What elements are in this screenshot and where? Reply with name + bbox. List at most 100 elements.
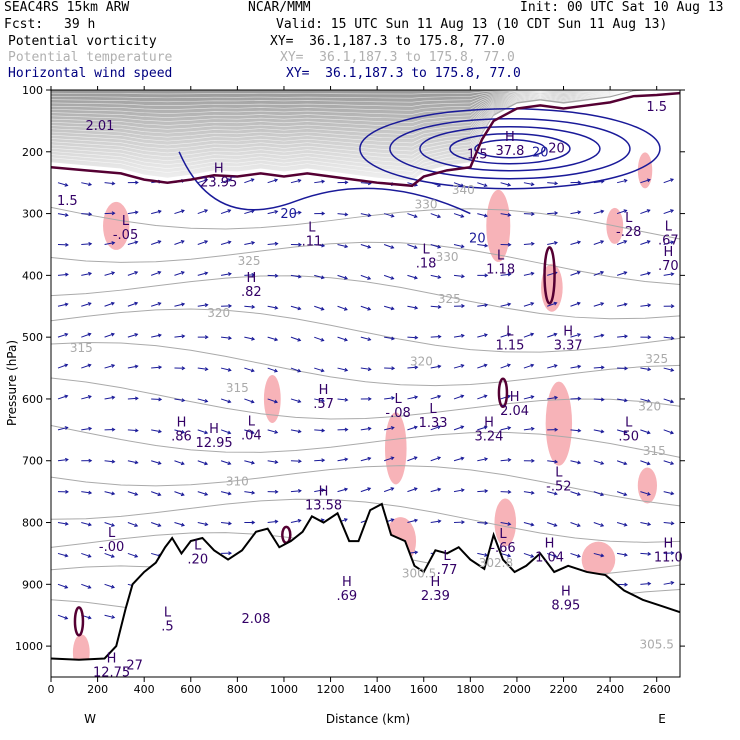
theta-label: 320: [410, 355, 433, 369]
terrain-line: [51, 502, 680, 661]
wind-vector-head: [577, 428, 582, 433]
wind-vector-head: [204, 522, 209, 527]
extremum-value: 1.18: [486, 263, 515, 278]
wind-vector: [220, 367, 231, 371]
wind-vector: [57, 273, 68, 276]
wind-vector: [430, 488, 441, 493]
wind-vector-head: [600, 333, 605, 338]
wind-vector-head: [577, 460, 582, 465]
wind-vector: [81, 491, 92, 494]
wind-vector-head: [437, 394, 442, 399]
wind-vector: [384, 397, 395, 400]
wind-vector-head: [65, 489, 69, 494]
wind-vector: [221, 522, 232, 525]
wind-vector: [500, 552, 511, 557]
wind-vector-head: [64, 363, 69, 368]
high-marker: H: [107, 651, 117, 666]
wind-vector: [220, 209, 231, 215]
wind-vector: [453, 364, 464, 369]
wind-vector-head: [554, 241, 558, 245]
wind-vector: [220, 273, 231, 276]
wind-vector-head: [204, 303, 209, 308]
wind-vector-head: [134, 270, 139, 275]
wind-vector: [523, 395, 534, 400]
wind-vector-head: [344, 275, 348, 280]
wind-vector-head: [367, 426, 372, 431]
wind-vector-head: [320, 337, 325, 342]
strat-isentrope: [51, 90, 652, 119]
wind-vector-head: [437, 244, 442, 249]
wind-vector-head: [64, 302, 69, 307]
wind-vector-head: [110, 554, 115, 558]
x-tick-label: 200: [87, 683, 108, 696]
wind-vector: [593, 460, 604, 465]
wind-vector-head: [87, 332, 92, 337]
wind-vector-head: [390, 426, 395, 430]
wind-vector-head: [507, 272, 512, 277]
wind-vector: [453, 182, 464, 187]
wind-vector: [267, 429, 278, 434]
wind-vector-head: [134, 301, 139, 306]
wind-vector: [57, 395, 68, 400]
wind-vector: [244, 274, 255, 276]
wind-vector-head: [483, 213, 488, 218]
extremum-value: .77: [437, 563, 458, 578]
extremum-value: .04: [241, 429, 262, 444]
wind-vector-head: [157, 270, 162, 275]
wind-vector: [477, 243, 488, 247]
x-axis-title: Distance (km): [326, 712, 410, 726]
extremum-value: .67: [658, 233, 679, 248]
wind-vector-head: [507, 182, 512, 187]
wind-vector: [523, 182, 534, 186]
wind-vector-head: [553, 491, 558, 496]
extremum-value: .86: [171, 429, 192, 444]
wind-vector: [314, 336, 324, 342]
wind-vector: [220, 491, 231, 495]
low-marker: L: [164, 606, 172, 621]
wind-vector-head: [111, 523, 115, 527]
wind-vector: [616, 429, 627, 434]
wind-vector: [360, 336, 371, 341]
wind-vector: [640, 552, 651, 555]
wind-vector: [197, 304, 208, 307]
wind-vector-head: [437, 275, 442, 279]
wind-vector: [616, 491, 627, 496]
extremum-value: -.08: [385, 406, 410, 421]
wind-vector: [127, 491, 138, 496]
theta-label: 325: [438, 292, 461, 306]
wind-vector-head: [251, 460, 255, 465]
wind-vector: [104, 396, 115, 400]
wind-vector-head: [297, 306, 302, 311]
header-model: SEAC4RS 15km ARW: [4, 0, 130, 15]
strat-isentrope: [51, 90, 649, 123]
wind-vector-head: [531, 212, 535, 216]
theta-label: 315: [70, 341, 93, 355]
wind-vector-head: [344, 367, 349, 372]
wind-vector: [640, 209, 650, 215]
wind-vector: [81, 364, 91, 369]
wind-vector: [360, 305, 371, 310]
wind-vector: [151, 460, 161, 465]
wind-vector-head: [274, 305, 279, 310]
wind-vector-head: [437, 519, 442, 524]
wind-vector-head: [670, 399, 675, 404]
wind-vector-head: [111, 271, 116, 276]
low-marker: L: [443, 549, 451, 564]
wind-vector-head: [181, 302, 186, 307]
extremum-value: 20: [548, 141, 565, 156]
wind-vector: [453, 489, 464, 493]
extremum-value: 1.15: [495, 339, 524, 354]
wind-vector: [640, 272, 651, 276]
wind-vector-head: [506, 363, 511, 368]
wind-vector-head: [484, 303, 489, 308]
wind-vector-head: [227, 209, 232, 213]
low-marker: L: [499, 527, 507, 542]
wind-vector-head: [180, 492, 185, 497]
extremum-value: 23.95: [200, 175, 237, 190]
wind-vector: [104, 302, 115, 307]
wind-vector: [616, 303, 627, 307]
wind-vector-head: [647, 335, 652, 340]
wind-vector-head: [204, 367, 209, 372]
negative-pv-patch: [494, 498, 517, 547]
wind-vector-head: [647, 303, 652, 308]
